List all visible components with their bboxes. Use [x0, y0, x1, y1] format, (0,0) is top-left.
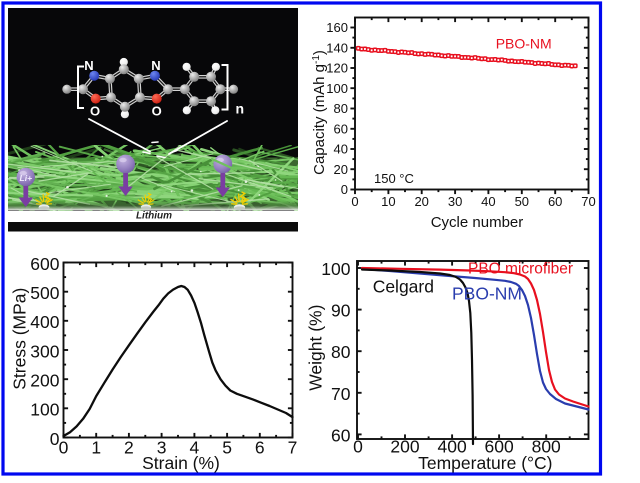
svg-text:Stress (MPa): Stress (MPa): [10, 288, 30, 390]
svg-text:Capacity (mAh g-1): Capacity (mAh g-1): [311, 50, 328, 175]
svg-text:N: N: [151, 58, 160, 73]
svg-text:80: 80: [334, 101, 348, 116]
svg-text:PBO-NM: PBO-NM: [452, 284, 522, 304]
svg-text:400: 400: [30, 312, 59, 332]
svg-text:30: 30: [448, 194, 462, 209]
svg-text:20: 20: [414, 194, 428, 209]
svg-text:600: 600: [484, 437, 513, 457]
svg-text:100: 100: [326, 81, 348, 96]
svg-text:Temperature (°C): Temperature (°C): [418, 453, 552, 473]
svg-text:O: O: [90, 104, 100, 119]
svg-text:90: 90: [331, 301, 351, 321]
svg-text:100: 100: [321, 259, 350, 279]
svg-text:1: 1: [91, 437, 101, 457]
svg-text:800: 800: [532, 437, 561, 457]
svg-text:400: 400: [437, 437, 466, 457]
svg-text:40: 40: [334, 142, 348, 157]
svg-text:70: 70: [581, 194, 595, 209]
svg-text:500: 500: [30, 283, 59, 303]
svg-text:0: 0: [59, 437, 69, 457]
svg-text:200: 200: [390, 437, 419, 457]
svg-text:3: 3: [157, 437, 167, 457]
svg-text:N: N: [84, 58, 93, 73]
svg-text:0: 0: [50, 429, 60, 449]
svg-text:140: 140: [326, 40, 348, 55]
svg-text:40: 40: [481, 194, 495, 209]
svg-text:0: 0: [353, 437, 363, 457]
svg-text:Li+: Li+: [20, 173, 33, 183]
svg-text:Celgard: Celgard: [373, 277, 434, 297]
svg-text:60: 60: [334, 121, 348, 136]
svg-text:Lithium: Lithium: [136, 211, 172, 222]
svg-text:O: O: [152, 104, 162, 119]
svg-text:150 °C: 150 °C: [374, 171, 414, 186]
svg-text:4: 4: [190, 437, 200, 457]
svg-text:PBO microfiber: PBO microfiber: [468, 261, 573, 278]
svg-text:7: 7: [288, 437, 298, 457]
svg-text:6: 6: [255, 437, 265, 457]
svg-text:200: 200: [30, 371, 59, 391]
svg-text:0: 0: [341, 182, 348, 197]
svg-text:5: 5: [222, 437, 232, 457]
svg-text:300: 300: [30, 341, 59, 361]
svg-text:PBO-NM: PBO-NM: [496, 35, 552, 51]
svg-text:n: n: [236, 101, 245, 117]
svg-text:600: 600: [30, 254, 59, 274]
svg-text:Strain (%): Strain (%): [142, 453, 220, 473]
svg-text:10: 10: [381, 194, 395, 209]
svg-text:70: 70: [331, 384, 351, 404]
svg-text:100: 100: [30, 400, 59, 420]
svg-text:160: 160: [326, 20, 348, 35]
svg-text:80: 80: [331, 342, 351, 362]
svg-text:120: 120: [326, 61, 348, 76]
svg-text:Cycle number: Cycle number: [431, 214, 524, 231]
svg-text:60: 60: [548, 194, 562, 209]
svg-text:Weight (%): Weight (%): [306, 305, 326, 391]
svg-text:50: 50: [515, 194, 529, 209]
svg-text:20: 20: [334, 162, 348, 177]
svg-text:60: 60: [331, 425, 351, 445]
svg-text:2: 2: [124, 437, 134, 457]
svg-text:0: 0: [351, 194, 358, 209]
